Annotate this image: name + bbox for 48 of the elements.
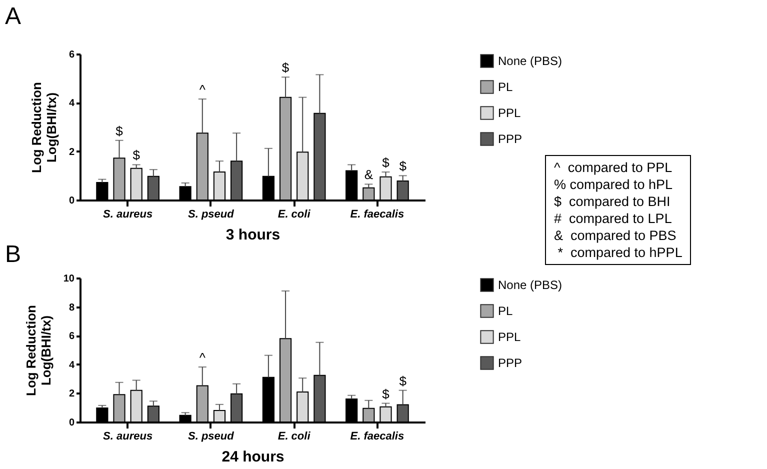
x-tick-label: S. pseud: [188, 208, 234, 220]
legend-label: PPP: [498, 356, 522, 370]
x-tick-label: S. pseud: [188, 430, 234, 442]
legend-label: None (PBS): [498, 54, 562, 68]
data-label: $: [399, 158, 408, 174]
x-axis-title: 3 hours: [226, 226, 280, 244]
text: * compared to hPPL: [556, 244, 682, 261]
text: $ compared to BHI: [554, 193, 672, 210]
data-label: ^: [199, 350, 206, 365]
x-axis-title: 24 hours: [222, 448, 284, 466]
legend-label: PL: [498, 304, 514, 318]
text: & compared to PBS: [554, 227, 678, 244]
y-tick-label: 6: [68, 331, 75, 342]
y-tick-label: 0: [68, 418, 75, 428]
data-label: $: [399, 373, 408, 388]
y-axis-title: Log Reduction Log(BHI/tx): [23, 304, 54, 396]
data-label: &: [364, 167, 374, 182]
legend-label: PPP: [498, 132, 522, 146]
x-tick-label: E. faecalis: [350, 430, 404, 442]
legend-label: PPL: [498, 106, 522, 120]
x-tick-label: S. aureus: [103, 430, 153, 442]
x-tick-label: S. aureus: [103, 208, 153, 220]
y-tick-label: 0: [68, 196, 75, 206]
y-tick-label: 4: [68, 360, 75, 371]
y-tick-label: 6: [68, 50, 75, 60]
data-label: $: [132, 148, 141, 163]
y-tick-label: 10: [63, 274, 75, 284]
data-label: $: [282, 60, 290, 76]
data-label: ^: [199, 82, 206, 98]
legend-label: PL: [498, 80, 514, 94]
text: ^ compared to PPL: [554, 159, 674, 176]
text: # compared to LPL: [554, 210, 673, 227]
data-label: $: [382, 155, 390, 170]
text: % compared to hPL: [554, 176, 674, 193]
x-tick-label: E. faecalis: [350, 208, 404, 220]
data-label: $: [116, 123, 124, 138]
y-axis-title: Log Reduction Log(BHI/tx): [28, 82, 59, 173]
x-tick-label: E. coli: [278, 430, 312, 442]
chart-title: B: [5, 241, 22, 268]
y-tick-label: 2: [68, 146, 75, 158]
y-tick-label: 4: [68, 98, 75, 110]
legend-label: PPL: [498, 330, 522, 344]
data-label: $: [382, 386, 390, 402]
x-tick-label: E. coli: [278, 208, 312, 220]
legend-label: None (PBS): [498, 278, 562, 292]
y-tick-label: 2: [68, 388, 75, 400]
chart-title: A: [5, 3, 22, 30]
y-tick-label: 8: [68, 302, 75, 314]
